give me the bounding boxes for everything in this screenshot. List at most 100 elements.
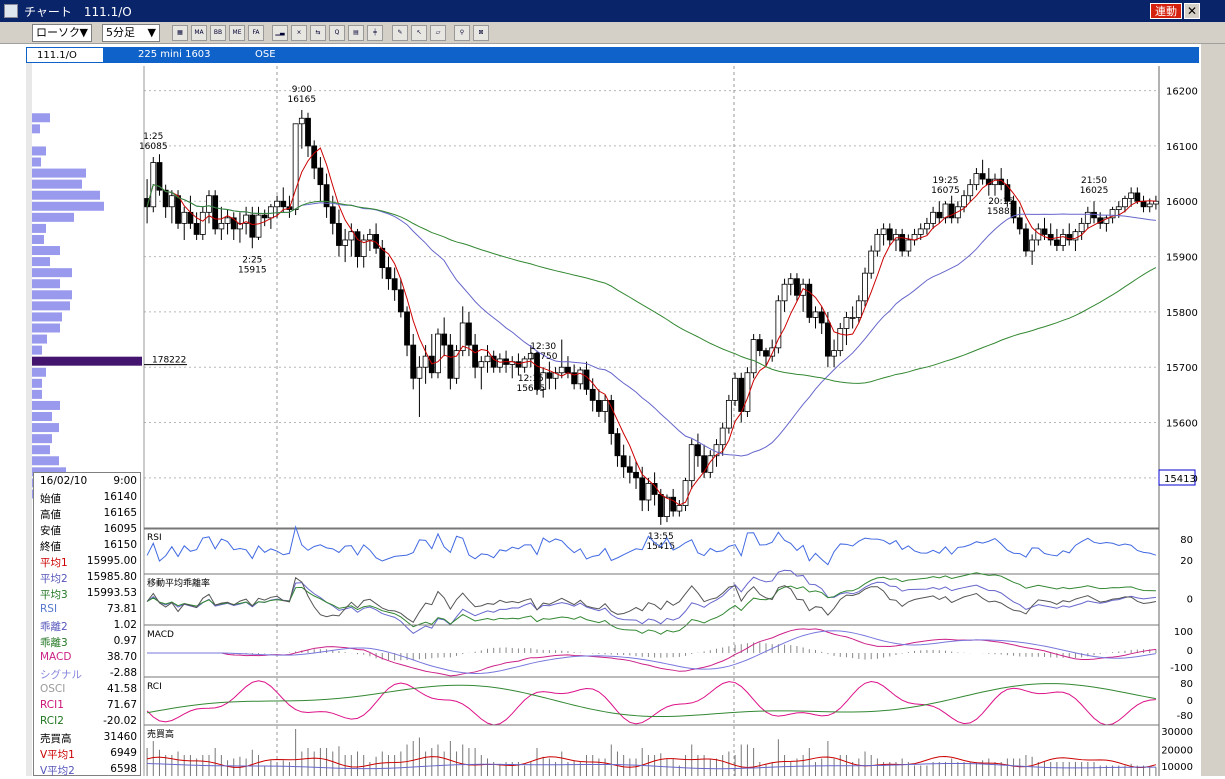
window-title: チャート 111.1/O xyxy=(24,5,132,19)
profile-bar xyxy=(32,290,72,300)
cursor-icon[interactable]: ↖ xyxy=(411,25,427,41)
measure-icon[interactable]: ▤ xyxy=(348,25,364,41)
link-button[interactable]: 連動 xyxy=(1150,3,1182,19)
trend-icon[interactable]: ⊠ xyxy=(473,25,489,41)
candle-body xyxy=(162,189,169,208)
stat-value: 15985.80 xyxy=(86,571,137,583)
stat-label: 平均3 xyxy=(40,589,68,601)
chart-type-select[interactable]: ローソク ▼ xyxy=(32,24,92,42)
bar-type-icon[interactable]: ▦ xyxy=(172,25,188,41)
pane-tick-label: 0 xyxy=(1187,696,1193,707)
candle-body xyxy=(812,311,819,318)
stat-label: MACD xyxy=(40,651,72,663)
close-icon[interactable]: ✕ xyxy=(1184,3,1200,19)
candle-body xyxy=(583,369,590,390)
candle-body xyxy=(1146,203,1153,208)
candle-body xyxy=(422,355,429,368)
candle-body xyxy=(1047,234,1054,241)
ma-icon[interactable]: MA xyxy=(191,25,207,41)
candle-body xyxy=(181,211,188,224)
candle-body xyxy=(769,347,776,357)
stat-value: 71.67 xyxy=(106,699,137,711)
profile-bar xyxy=(32,212,74,222)
candle-body xyxy=(794,278,800,296)
candle-body xyxy=(404,311,410,346)
stat-value: 73.81 xyxy=(106,603,137,615)
candle-body xyxy=(1041,228,1048,235)
profile-bar xyxy=(32,467,66,477)
candle-body xyxy=(540,372,547,390)
candle-body xyxy=(230,217,237,230)
stat-row: 平均3 15993.53 xyxy=(39,587,139,603)
search-detail-icon[interactable]: ⚲ xyxy=(454,25,470,41)
candle-body xyxy=(880,228,887,235)
eraser-icon[interactable]: ▱ xyxy=(430,25,446,41)
scrollbar[interactable] xyxy=(1201,44,1225,776)
symbol-field[interactable]: 111.1/O xyxy=(26,47,104,63)
window-titlebar: チャート 111.1/O 連動 ✕ xyxy=(0,0,1225,22)
candle-body xyxy=(849,317,856,319)
candle-body xyxy=(366,234,373,241)
candle-body xyxy=(348,231,355,241)
stat-row: RSI 73.81 xyxy=(39,603,139,619)
profile-bar xyxy=(32,223,46,233)
stat-label: 乖離2 xyxy=(40,621,68,633)
candle-body xyxy=(818,311,825,324)
stat-label: 安値 xyxy=(40,525,61,537)
candle-body xyxy=(682,480,689,506)
candle-body xyxy=(577,369,584,385)
candle-body xyxy=(1023,228,1029,252)
volume-icon[interactable]: ▁▃ xyxy=(272,25,288,41)
candle-body xyxy=(237,222,243,230)
candle-body xyxy=(750,339,757,374)
stat-row: V平均2 6598 xyxy=(39,763,139,779)
stat-row: RCI2 -20.02 xyxy=(39,715,139,731)
annotation-time: 2:25 xyxy=(242,255,262,265)
candle-body xyxy=(546,372,553,379)
stat-value: 0.97 xyxy=(113,635,137,647)
stat-row: MACD 38.70 xyxy=(39,651,139,667)
current-price-box xyxy=(1158,469,1196,486)
pane-tick-label: 30000 xyxy=(1161,727,1193,738)
pane-tick-label: 100 xyxy=(1174,627,1193,638)
crosshair-icon[interactable]: ┿ xyxy=(367,25,383,41)
ohlc-data-panel: 16/02/10 9:00 始値 16140 高値 16165 安値 16095 終値 16150… xyxy=(33,472,141,779)
stat-label: RCI1 xyxy=(40,699,64,711)
profile-bar xyxy=(32,124,40,134)
candle-body xyxy=(979,173,986,180)
candle-body xyxy=(1072,231,1079,241)
profile-bar xyxy=(32,279,60,289)
interval-value: 5分足 xyxy=(106,26,135,39)
moving-average-line xyxy=(146,184,1157,384)
stat-value: 16140 xyxy=(103,491,137,503)
zoom-icon[interactable]: Q xyxy=(329,25,345,41)
stat-label: 始値 xyxy=(40,493,61,505)
profile-bar xyxy=(32,113,50,123)
stat-value: 1.02 xyxy=(113,619,137,631)
macd-line xyxy=(147,628,1156,677)
fa-icon[interactable]: FA xyxy=(248,25,264,41)
pencil-icon[interactable]: ✎ xyxy=(392,25,408,41)
profile-highlight-label: 178222 xyxy=(152,356,186,366)
compare-icon[interactable]: ⇆ xyxy=(310,25,326,41)
stat-value: 38.70 xyxy=(106,651,137,663)
candle-body xyxy=(719,427,726,446)
candle-body xyxy=(868,250,875,274)
toolbar: ローソク ▼ 5分足 ▼ ▦ MA BB ME FA ▁▃ ⨯ ⇆ Q ▤ ┿ ✎ ↖ ▱ ⚲ ⊠ xyxy=(0,22,1225,44)
candle-body xyxy=(435,333,441,374)
price-tick-label: 15900 xyxy=(1166,253,1198,264)
range-icon[interactable]: ⨯ xyxy=(291,25,307,41)
chart-type-value: ローソク xyxy=(36,26,80,39)
stat-value: 15995.00 xyxy=(86,555,137,567)
bb-icon[interactable]: BB xyxy=(210,25,226,41)
stat-label: 終値 xyxy=(40,541,61,553)
current-price-label: 15413 xyxy=(1164,474,1196,485)
candle-body xyxy=(886,228,893,241)
candle-body xyxy=(1004,184,1011,202)
interval-select[interactable]: 5分足 ▼ xyxy=(102,24,160,42)
candle-body xyxy=(806,283,813,318)
candle-body xyxy=(484,355,491,363)
me-icon[interactable]: ME xyxy=(229,25,245,41)
stat-value: 9:00 xyxy=(113,475,137,487)
price-chart[interactable]: 178222 1:25160852:25159159:001616512:301… xyxy=(32,66,1201,776)
